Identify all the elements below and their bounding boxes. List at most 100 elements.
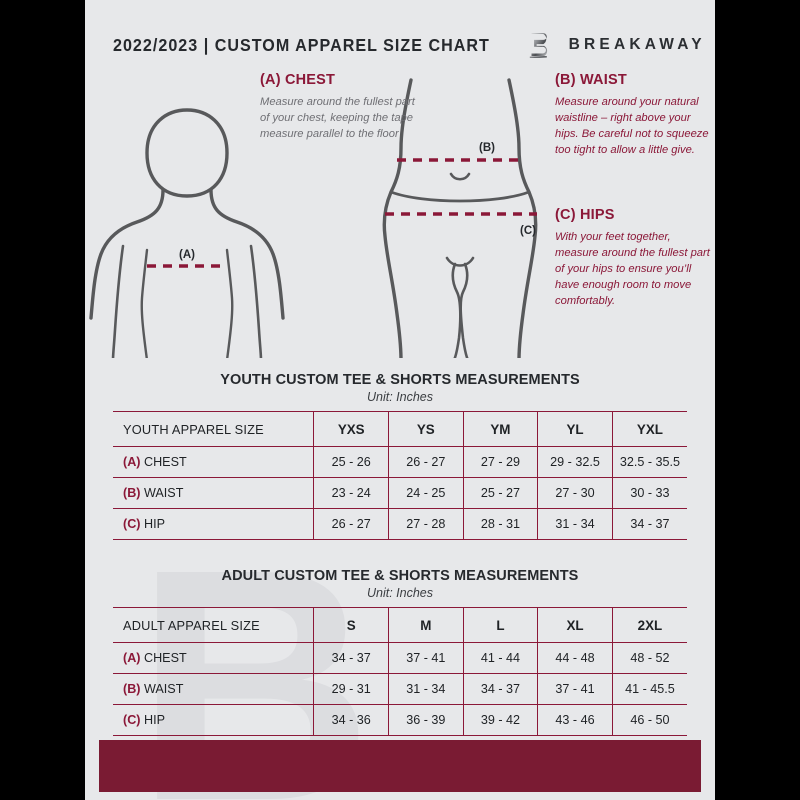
youth-waist-1: 24 - 25 bbox=[388, 477, 464, 509]
row-label: CHEST bbox=[143, 651, 187, 665]
adult-chest-3: 44 - 48 bbox=[537, 642, 613, 674]
table-row: (A) CHEST 25 - 26 26 - 27 27 - 29 29 - 3… bbox=[113, 446, 687, 478]
youth-table-block: YOUTH CUSTOM TEE & SHORTS MEASUREMENTS U… bbox=[113, 372, 687, 540]
adult-col-3: XL bbox=[537, 607, 613, 643]
youth-hip-0: 26 - 27 bbox=[313, 508, 390, 540]
figure-left-shoulder bbox=[89, 188, 165, 320]
figure-navel bbox=[449, 172, 471, 181]
row-marker: (B) bbox=[123, 486, 141, 500]
adult-col-4: 2XL bbox=[612, 607, 687, 643]
youth-col-1: YS bbox=[388, 411, 464, 447]
table-row: (A) CHEST 34 - 37 37 - 41 41 - 44 44 - 4… bbox=[113, 642, 687, 674]
figure-right-arm bbox=[249, 244, 263, 358]
row-label: WAIST bbox=[143, 486, 184, 500]
waist-marker-label: (B) bbox=[479, 142, 495, 154]
youth-row-label-hip: (C) HIP bbox=[113, 508, 315, 540]
note-waist-title: (B) WAIST bbox=[555, 72, 627, 88]
youth-chest-4: 32.5 - 35.5 bbox=[612, 446, 687, 478]
row-marker: (B) bbox=[123, 682, 141, 696]
youth-hip-4: 34 - 37 bbox=[612, 508, 687, 540]
figure-right-shoulder bbox=[209, 188, 285, 320]
measurement-illustrations: (A) bbox=[85, 68, 715, 358]
adult-chest-0: 34 - 37 bbox=[313, 642, 390, 674]
adult-size-table: ADULT APPAREL SIZE S M L XL 2XL (A) CHES… bbox=[113, 607, 687, 736]
adult-waist-1: 31 - 34 bbox=[388, 673, 464, 705]
youth-table-unit: Unit: Inches bbox=[366, 390, 433, 404]
table-row: (C) HIP 34 - 36 36 - 39 39 - 42 43 - 46 … bbox=[113, 704, 687, 736]
page-header: 2022/2023 | CUSTOM APPAREL SIZE CHART bbox=[85, 0, 715, 62]
row-marker: (C) bbox=[123, 517, 141, 531]
size-tables: YOUTH CUSTOM TEE & SHORTS MEASUREMENTS U… bbox=[85, 358, 715, 736]
figure-hip-crease bbox=[389, 190, 531, 203]
adult-row-label-waist: (B) WAIST bbox=[113, 673, 315, 705]
figure-crotch-line bbox=[445, 256, 475, 267]
row-label: CHEST bbox=[143, 455, 187, 469]
size-chart-page: B 2022/2023 | CUSTOM APPAREL SIZE CHART bbox=[85, 0, 715, 800]
figure-head bbox=[145, 108, 229, 198]
adult-col-2: L bbox=[463, 607, 539, 643]
adult-waist-4: 41 - 45.5 bbox=[612, 673, 687, 705]
note-waist: (B) WAIST Measure around your natural wa… bbox=[555, 72, 715, 159]
adult-waist-0: 29 - 31 bbox=[313, 673, 390, 705]
breakaway-b-logo-icon bbox=[529, 33, 547, 58]
note-hips: (C) HIPS With your feet together, measur… bbox=[555, 207, 715, 310]
row-label: WAIST bbox=[143, 682, 184, 696]
table-row: (B) WAIST 29 - 31 31 - 34 34 - 37 37 - 4… bbox=[113, 673, 687, 705]
row-label: HIP bbox=[143, 713, 165, 727]
adult-hip-0: 34 - 36 bbox=[313, 704, 390, 736]
youth-col-4: YXL bbox=[612, 411, 687, 447]
page-title: 2022/2023 | CUSTOM APPAREL SIZE CHART bbox=[113, 34, 490, 55]
chest-marker-label: (A) bbox=[179, 249, 195, 261]
note-hips-body: With your feet together, measure around … bbox=[555, 231, 710, 307]
row-marker: (A) bbox=[123, 651, 141, 665]
youth-row-label-waist: (B) WAIST bbox=[113, 477, 315, 509]
adult-waist-3: 37 - 41 bbox=[537, 673, 613, 705]
youth-chest-3: 29 - 32.5 bbox=[537, 446, 613, 478]
youth-waist-3: 27 - 30 bbox=[537, 477, 613, 509]
body-diagram: (A) bbox=[89, 78, 538, 358]
page-content: 2022/2023 | CUSTOM APPAREL SIZE CHART bbox=[85, 0, 715, 736]
figure-right-side bbox=[225, 248, 234, 358]
note-hips-title: (C) HIPS bbox=[555, 207, 615, 223]
adult-table-unit: Unit: Inches bbox=[366, 586, 433, 600]
note-chest-body: Measure around the fullest part of your … bbox=[260, 96, 415, 140]
youth-chest-2: 27 - 29 bbox=[463, 446, 539, 478]
adult-hip-1: 36 - 39 bbox=[388, 704, 464, 736]
note-chest-title: (A) CHEST bbox=[260, 72, 336, 88]
youth-col-3: YL bbox=[537, 411, 613, 447]
adult-row-header: ADULT APPAREL SIZE bbox=[113, 607, 315, 643]
table-header-row: ADULT APPAREL SIZE S M L XL 2XL bbox=[113, 607, 687, 643]
figure-lower-right-side bbox=[507, 78, 538, 358]
adult-hip-2: 39 - 42 bbox=[463, 704, 539, 736]
youth-chest-0: 25 - 26 bbox=[313, 446, 390, 478]
youth-hip-2: 28 - 31 bbox=[463, 508, 539, 540]
brand-name: BREAKAWAY bbox=[568, 36, 706, 53]
adult-chest-4: 48 - 52 bbox=[612, 642, 687, 674]
youth-waist-4: 30 - 33 bbox=[612, 477, 687, 509]
adult-hip-4: 46 - 50 bbox=[612, 704, 687, 736]
adult-waist-2: 34 - 37 bbox=[463, 673, 539, 705]
youth-hip-3: 31 - 34 bbox=[537, 508, 613, 540]
adult-row-label-hip: (C) HIP bbox=[113, 704, 315, 736]
youth-chest-1: 26 - 27 bbox=[388, 446, 464, 478]
youth-waist-2: 25 - 27 bbox=[463, 477, 539, 509]
note-waist-body: Measure around your natural waistline – … bbox=[555, 96, 709, 156]
adult-hip-3: 43 - 46 bbox=[537, 704, 613, 736]
table-header-row: YOUTH APPAREL SIZE YXS YS YM YL YXL bbox=[113, 411, 687, 447]
note-chest: (A) CHEST Measure around the fullest par… bbox=[260, 72, 415, 143]
table-row: (C) HIP 26 - 27 27 - 28 28 - 31 31 - 34 … bbox=[113, 508, 687, 540]
adult-col-1: M bbox=[388, 607, 464, 643]
figure-left-arm bbox=[111, 244, 125, 358]
adult-table-block: ADULT CUSTOM TEE & SHORTS MEASUREMENTS U… bbox=[113, 568, 687, 736]
brand-lockup: BREAKAWAY bbox=[523, 28, 706, 62]
figure-left-side bbox=[140, 248, 149, 358]
adult-table-title: ADULT CUSTOM TEE & SHORTS MEASUREMENTS bbox=[221, 568, 579, 584]
figure-right-leg bbox=[459, 262, 469, 358]
hips-marker-label: (C) bbox=[520, 225, 536, 237]
footer-bar bbox=[99, 740, 701, 792]
youth-row-header: YOUTH APPAREL SIZE bbox=[113, 411, 315, 447]
youth-hip-1: 27 - 28 bbox=[388, 508, 464, 540]
row-label: HIP bbox=[143, 517, 165, 531]
youth-size-table: YOUTH APPAREL SIZE YXS YS YM YL YXL (A) … bbox=[113, 411, 687, 540]
